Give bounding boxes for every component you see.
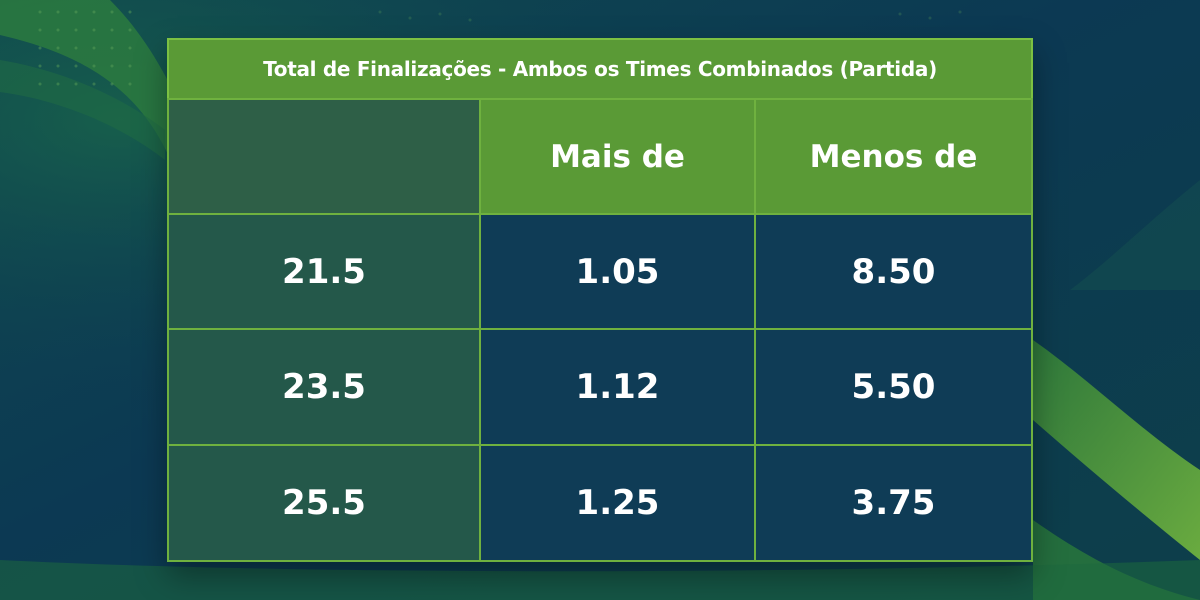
row-line-value: 23.5 (167, 328, 481, 446)
row-under-odds: 3.75 (754, 444, 1033, 562)
row-over-odds: 1.05 (479, 213, 756, 330)
row-under-odds: 8.50 (754, 213, 1033, 330)
row-line-value: 25.5 (167, 444, 481, 562)
odds-table: Total de Finalizações - Ambos os Times C… (167, 38, 1033, 562)
row-line-value: 21.5 (167, 213, 481, 330)
header-empty-cell (167, 98, 481, 215)
header-under: Menos de (754, 98, 1033, 215)
row-over-odds: 1.12 (479, 328, 756, 446)
table-title: Total de Finalizações - Ambos os Times C… (167, 38, 1033, 100)
header-over: Mais de (479, 98, 756, 215)
row-over-odds: 1.25 (479, 444, 756, 562)
row-under-odds: 5.50 (754, 328, 1033, 446)
